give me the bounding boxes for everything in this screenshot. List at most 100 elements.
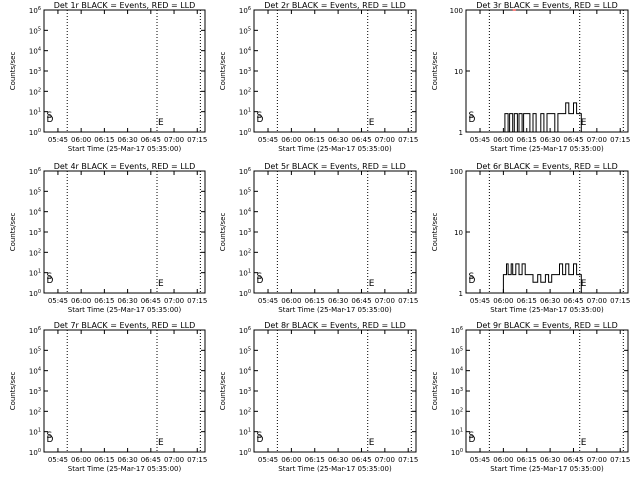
x-tick-label: 05:45 (258, 136, 278, 144)
event-marker-e: E (369, 118, 375, 128)
x-tick-label: 06:45 (141, 136, 161, 144)
panel-title: Det 1r BLACK = Events, RED = LLD (54, 1, 196, 10)
x-axis-label: Start Time (25-Mar-17 05:35:00) (68, 306, 182, 314)
event-marker-d: D (469, 276, 476, 286)
event-marker-e: E (369, 279, 375, 289)
x-tick-label: 06:30 (540, 297, 560, 305)
y-tick-label: 100 (29, 448, 41, 457)
x-tick-label: 06:00 (281, 297, 301, 305)
plot-frame (253, 170, 417, 294)
event-marker-d: D (257, 115, 264, 125)
y-tick-label: 106 (239, 326, 251, 335)
plot-frame (253, 9, 417, 133)
y-tick-label: 101 (29, 108, 41, 117)
y-tick-label: 102 (239, 248, 251, 257)
y-tick-label: 104 (29, 367, 41, 376)
event-marker-d: D (469, 435, 476, 445)
x-tick-label: 06:15 (517, 297, 537, 305)
y-tick-label: 104 (29, 208, 41, 217)
y-axis-label: Counts/sec (431, 372, 439, 411)
y-tick-label: 103 (29, 67, 41, 76)
x-tick-label: 06:30 (328, 456, 348, 464)
x-tick-label: 07:15 (610, 136, 630, 144)
x-tick-label: 06:45 (563, 297, 583, 305)
event-marker-s: S (257, 111, 263, 121)
y-tick-label: 1 (459, 290, 463, 298)
y-tick-label: 106 (451, 326, 463, 335)
event-marker-e: E (158, 118, 164, 128)
y-tick-label: 105 (239, 187, 251, 196)
x-tick-label: 05:45 (258, 456, 278, 464)
x-tick-label: 06:45 (351, 456, 371, 464)
event-marker-s: S (47, 111, 53, 121)
x-tick-label: 07:15 (398, 136, 418, 144)
y-tick-label: 104 (239, 208, 251, 217)
event-marker-d: D (47, 115, 54, 125)
x-tick-label: 06:00 (71, 456, 91, 464)
event-marker-s: S (469, 431, 475, 441)
x-tick-label: 07:00 (164, 136, 184, 144)
event-marker-d: D (47, 435, 54, 445)
x-tick-label: 07:00 (164, 456, 184, 464)
x-tick-label: 07:00 (375, 456, 395, 464)
event-marker-s: S (47, 272, 53, 282)
panel-title: Det 2r BLACK = Events, RED = LLD (264, 1, 406, 10)
event-marker-e: E (581, 279, 587, 289)
x-tick-label: 06:15 (94, 297, 114, 305)
y-tick-label: 103 (239, 228, 251, 237)
panel-title: Det 5r BLACK = Events, RED = LLD (264, 162, 406, 171)
y-tick-label: 101 (451, 428, 463, 437)
series-line-1 (501, 263, 582, 294)
y-tick-label: 106 (239, 167, 251, 176)
y-tick-label: 105 (29, 346, 41, 355)
y-tick-label: 1 (459, 129, 463, 137)
x-tick-label: 06:00 (493, 456, 513, 464)
x-tick-label: 05:45 (48, 456, 68, 464)
x-tick-label: 06:30 (118, 297, 138, 305)
y-tick-label: 105 (239, 26, 251, 35)
y-tick-label: 103 (239, 387, 251, 396)
panel-title: Det 8r BLACK = Events, RED = LLD (264, 321, 406, 330)
x-tick-label: 05:45 (48, 136, 68, 144)
event-marker-d: D (257, 276, 264, 286)
y-tick-label: 105 (29, 26, 41, 35)
y-tick-label: 101 (29, 428, 41, 437)
x-tick-label: 07:00 (587, 456, 607, 464)
event-marker-e: E (369, 438, 375, 448)
x-tick-label: 06:30 (540, 456, 560, 464)
x-tick-label: 06:00 (71, 136, 91, 144)
x-tick-label: 07:15 (187, 297, 207, 305)
panel-title: Det 9r BLACK = Events, RED = LLD (476, 321, 618, 330)
event-marker-d: D (47, 276, 54, 286)
y-tick-label: 100 (29, 128, 41, 137)
x-tick-label: 06:45 (351, 136, 371, 144)
x-tick-label: 06:00 (71, 297, 91, 305)
x-tick-label: 06:30 (540, 136, 560, 144)
x-tick-label: 05:45 (470, 456, 490, 464)
x-axis-label: Start Time (25-Mar-17 05:35:00) (490, 465, 604, 473)
x-tick-label: 06:45 (141, 456, 161, 464)
x-tick-label: 05:45 (470, 297, 490, 305)
y-tick-label: 104 (29, 47, 41, 56)
y-tick-label: 103 (29, 387, 41, 396)
y-axis-label: Counts/sec (9, 213, 17, 252)
x-tick-label: 06:15 (94, 456, 114, 464)
y-tick-label: 101 (239, 108, 251, 117)
y-axis-label: Counts/sec (431, 213, 439, 252)
panel-det-3: Det 3r BLACK = Events, RED = LLD 1 10 100 05… (431, 1, 630, 153)
x-tick-label: 06:30 (328, 297, 348, 305)
panel-det-5: Det 5r BLACK = Events, RED = LLD 100 101 10… (219, 162, 418, 314)
series-line-1 (503, 102, 582, 133)
x-tick-label: 06:15 (305, 456, 325, 464)
x-tick-label: 07:15 (398, 297, 418, 305)
x-axis-label: Start Time (25-Mar-17 05:35:00) (68, 145, 182, 153)
event-marker-e: E (158, 438, 164, 448)
x-tick-label: 07:15 (187, 136, 207, 144)
y-tick-label: 103 (29, 228, 41, 237)
event-marker-e: E (581, 438, 587, 448)
panel-title: Det 3r BLACK = Events, RED = LLD (476, 1, 618, 10)
y-tick-label: 104 (239, 367, 251, 376)
y-tick-label: 101 (239, 269, 251, 278)
x-axis-label: Start Time (25-Mar-17 05:35:00) (278, 306, 392, 314)
event-marker-s: S (47, 431, 53, 441)
